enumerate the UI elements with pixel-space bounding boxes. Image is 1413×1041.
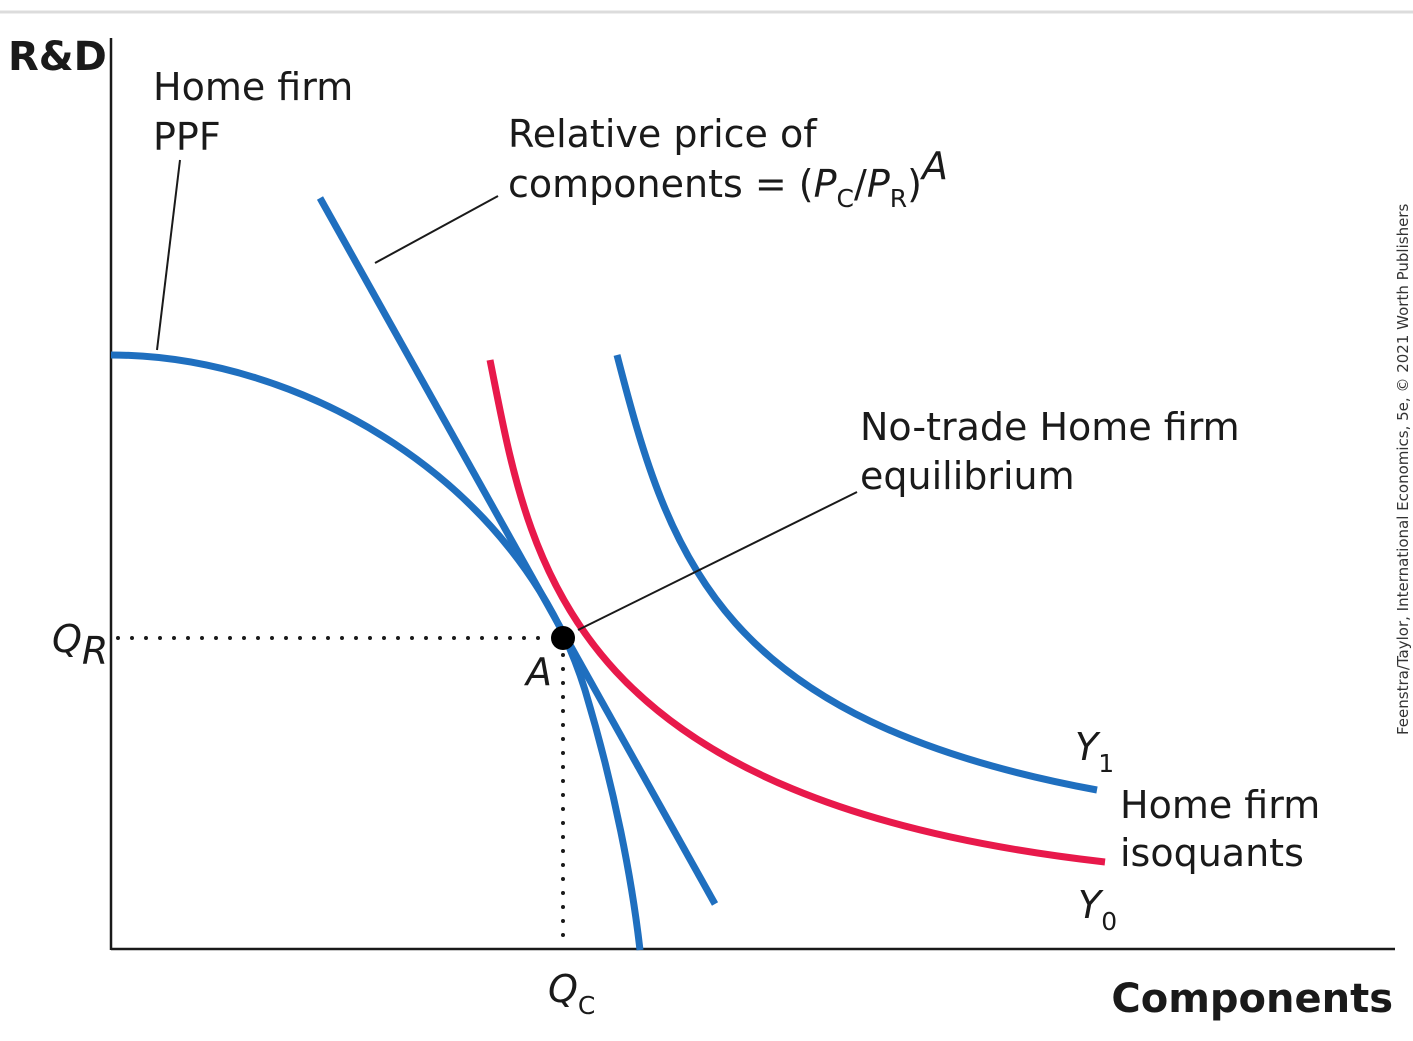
price-label-line1: Relative price of [508,112,818,156]
qc-tick-label: QC [548,967,595,1020]
y0-sub: 0 [1101,907,1117,936]
qr-tick-label: QR [52,617,108,673]
y0-label: Y0 [1078,883,1117,936]
ppf-label-line2: PPF [153,115,221,159]
point-a-label: A [523,650,552,694]
ppf-leader-line [156,159,181,351]
relative-price-line [316,196,719,906]
x-axis-title: Components [1111,976,1393,1022]
price-pr-sub: R [890,184,907,213]
qc-main: Q [548,967,578,1011]
qr-sub: R [82,629,108,673]
price-pc-sub: C [837,184,854,213]
price-label-line2: components = (PC/PR)A [508,144,948,213]
equilibrium-leader-line [577,491,858,631]
isoquants-label-line1: Home firm [1120,783,1320,827]
equilibrium-label-line2: equilibrium [860,454,1075,498]
qc-sub: C [578,991,595,1020]
price-slash: / [854,162,867,206]
price-pc: P [814,162,837,206]
y1-sub: 1 [1098,749,1114,778]
price-close: ) [907,162,922,206]
price-pr: P [867,162,890,206]
price-sup: A [919,144,948,188]
isoquant-y0-curve [486,359,1106,866]
ppf-label-line1: Home firm [153,65,353,109]
y1-main: Y [1075,725,1101,769]
y-axis-title: R&D [8,34,107,80]
isoquants-label-line2: isoquants [1120,831,1304,875]
price-text: components = ( [508,162,814,206]
y1-label: Y1 [1075,725,1114,778]
equilibrium-point [551,626,575,650]
isoquant-y1-curve [613,354,1098,794]
price-leader-line [374,195,499,264]
copyright-credit: Feenstra/Taylor, International Economics… [1394,204,1412,735]
ppf-curve [110,351,644,951]
qr-main: Q [52,617,82,661]
equilibrium-label-line1: No-trade Home firm [860,405,1240,449]
y0-main: Y [1078,883,1104,927]
